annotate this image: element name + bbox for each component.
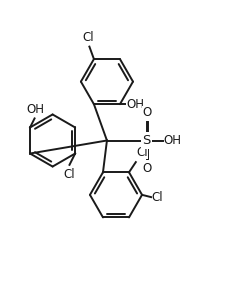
Text: OH: OH xyxy=(163,134,181,147)
Text: O: O xyxy=(141,162,151,175)
Text: Cl: Cl xyxy=(151,191,163,204)
Text: Cl: Cl xyxy=(63,168,74,181)
Text: O: O xyxy=(141,106,151,119)
Text: Cl: Cl xyxy=(82,31,94,44)
Text: OH: OH xyxy=(26,103,44,116)
Text: OH: OH xyxy=(126,98,144,111)
Text: Cl: Cl xyxy=(136,146,147,159)
Text: S: S xyxy=(142,134,150,147)
